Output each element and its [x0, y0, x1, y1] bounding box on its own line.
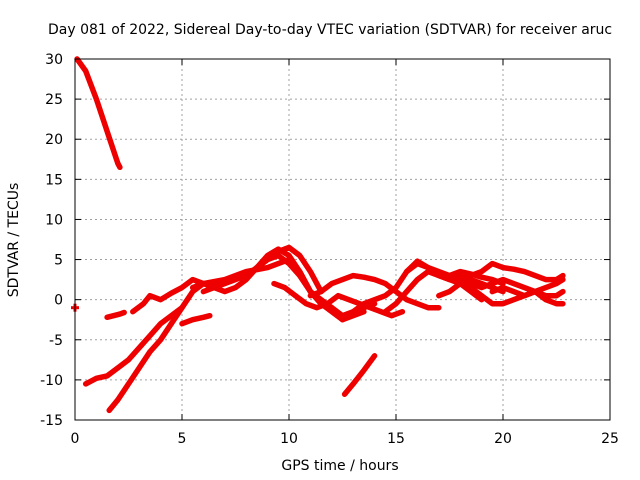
series-arc-evening-3	[457, 276, 566, 295]
x-tick-label: 5	[178, 431, 187, 447]
y-tick-label: 10	[45, 212, 63, 228]
series-arc-evening-1	[436, 280, 566, 307]
series-arc-low-14h	[341, 353, 378, 398]
tick-labels: 0 5 10 15 20 25 -15 -10 -5 0 5 10 15 20 25 30	[40, 52, 619, 447]
y-tick-label: 20	[45, 132, 63, 148]
x-tick-label: 25	[601, 431, 619, 447]
y-tick-label: 0	[54, 293, 63, 309]
grid	[75, 59, 610, 420]
x-tick-label: 15	[387, 431, 405, 447]
x-axis-label: GPS time / hours	[281, 458, 398, 474]
x-tick-label: 0	[71, 431, 80, 447]
y-tick-label: 15	[45, 172, 63, 188]
y-tick-label: 25	[45, 92, 63, 108]
y-tick-label: -10	[40, 373, 63, 389]
plot-frame	[74, 58, 611, 421]
series-arc-mid-left	[271, 280, 406, 319]
series-layer	[71, 56, 566, 414]
series-arc-rise-1	[82, 280, 217, 387]
series-arc-early-decline	[74, 56, 123, 171]
y-tick-label: 5	[54, 253, 63, 269]
y-tick-label: -5	[49, 333, 63, 349]
series-arc-evening-2	[468, 260, 566, 283]
series-arc-rise-3	[179, 312, 213, 327]
series-arc-rise-2	[106, 304, 185, 414]
x-tick-label: 10	[280, 431, 298, 447]
y-tick-label: -15	[40, 413, 63, 429]
series-arc-evening-4	[489, 284, 566, 299]
y-tick-label: 30	[45, 52, 63, 68]
series-arc-mid-hump	[307, 272, 442, 311]
series-arc-short-2h	[104, 309, 127, 321]
series-arc-afternoon-3	[403, 260, 506, 287]
chart-title: Day 081 of 2022, Sidereal Day-to-day VTE…	[48, 22, 612, 38]
x-tick-label: 20	[494, 431, 512, 447]
y-axis-label: SDTVAR / TECUs	[6, 183, 22, 298]
axis-ticks	[74, 58, 611, 421]
